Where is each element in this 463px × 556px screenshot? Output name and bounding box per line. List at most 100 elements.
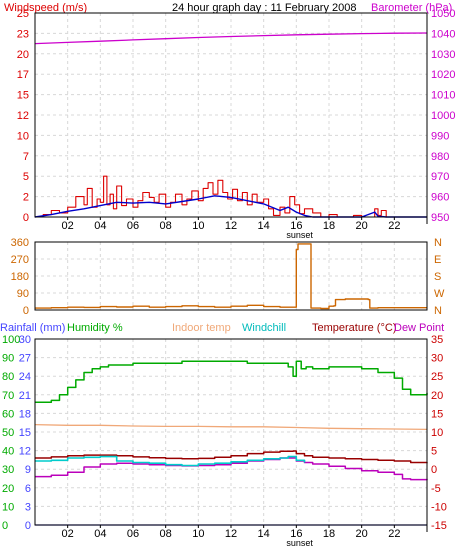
x-tick-label: 10 (192, 528, 204, 540)
barometer-tick-label: 1040 (431, 28, 455, 40)
windspeed-tick-label: 12 (17, 110, 29, 122)
graph-title: 24 hour graph day : 11 February 2008 (172, 2, 356, 14)
windspeed-tick-label: 5 (23, 171, 29, 183)
temperature-tick-label: 5 (431, 446, 437, 458)
panel-frame-2 (34, 241, 428, 311)
sunset-marker: sunset (286, 538, 313, 548)
humidity-tick-label: 70 (2, 390, 14, 402)
rainfall-tick-label: 12 (19, 446, 31, 458)
windspeed-tick-label: 15 (17, 90, 29, 102)
x-tick-label: 02 (62, 220, 74, 232)
humidity-tick-label: 80 (2, 371, 14, 383)
barometer-tick-label: 960 (431, 192, 449, 204)
x-tick-label: 22 (388, 220, 400, 232)
windspeed-tick-label: 25 (17, 8, 29, 20)
wind-direction-line (35, 243, 427, 310)
x-tick-label: 06 (127, 220, 139, 232)
windspeed-axis-title: Windspeed (m/s) (4, 2, 87, 14)
legend-indoor-temp: Indoor temp (172, 322, 231, 334)
rainfall-tick-label: 3 (25, 501, 31, 513)
x-tick-label: 12 (225, 220, 237, 232)
x-tick-label: 12 (225, 528, 237, 540)
barometer-axis-title: Barometer (hPa) (371, 2, 452, 14)
humidity-tick-label: 90 (2, 353, 14, 365)
windspeed-tick-label: 20 (17, 49, 29, 61)
temperature-tick-label: 25 (431, 371, 443, 383)
x-tick-label: 16 (290, 220, 302, 232)
temperature-tick-label: 10 (431, 427, 443, 439)
compass-label: W (434, 288, 445, 300)
rainfall-tick-label: 24 (19, 371, 31, 383)
windspeed-tick-label: 2 (23, 192, 29, 204)
x-tick-label: 10 (192, 220, 204, 232)
indoor-temp-line (34, 423, 428, 431)
direction-tick-label: 270 (11, 254, 29, 266)
legend-rainfall: Rainfall (mm) (0, 322, 65, 334)
direction-tick-label: 180 (11, 271, 29, 283)
humidity-tick-label: 60 (2, 408, 14, 420)
x-tick-label: 16 (290, 528, 302, 540)
windspeed-tick-label: 23 (17, 28, 29, 40)
temperature-tick-label: -15 (431, 520, 447, 532)
humidity-tick-label: 0 (2, 520, 8, 532)
legend-humidity: Humidity % (67, 322, 123, 334)
rainfall-tick-label: 21 (19, 390, 31, 402)
windspeed-tick-label: 0 (23, 212, 29, 224)
temperature-tick-label: -5 (431, 483, 441, 495)
sunset-marker: sunset (286, 230, 313, 240)
direction-tick-label: 360 (11, 237, 29, 249)
rainfall-tick-label: 6 (25, 483, 31, 495)
barometer-tick-label: 990 (431, 130, 449, 142)
x-tick-label: 18 (323, 220, 335, 232)
rainfall-tick-label: 27 (19, 353, 31, 365)
humidity-tick-label: 10 (2, 501, 14, 513)
humidity-tick-label: 30 (2, 464, 14, 476)
temperature-tick-label: 30 (431, 353, 443, 365)
direction-tick-label: 0 (23, 305, 29, 317)
legend-temperature: Temperature (°C) (312, 322, 396, 334)
panel-frame-1 (34, 12, 428, 218)
humidity-tick-label: 100 (2, 334, 20, 346)
legend-dew-point: Dew Point (394, 322, 444, 334)
humidity-tick-label: 40 (2, 446, 14, 458)
temperature-tick-label: -10 (431, 501, 447, 513)
barometer-line (34, 32, 428, 45)
rainfall-tick-label: 15 (19, 427, 31, 439)
x-tick-label: 08 (160, 220, 172, 232)
x-tick-label: 22 (388, 528, 400, 540)
direction-tick-label: 90 (17, 288, 29, 300)
barometer-tick-label: 1050 (431, 8, 455, 20)
x-tick-label: 20 (356, 528, 368, 540)
barometer-tick-label: 970 (431, 171, 449, 183)
x-tick-label: 14 (258, 220, 270, 232)
windspeed-tick-label: 7 (23, 151, 29, 163)
humidity-tick-label: 50 (2, 427, 14, 439)
barometer-tick-label: 1030 (431, 49, 455, 61)
temperature-tick-label: 35 (431, 334, 443, 346)
wind-average-line (34, 195, 427, 218)
x-tick-label: 04 (94, 528, 106, 540)
rainfall-tick-label: 30 (19, 334, 31, 346)
barometer-tick-label: 1000 (431, 110, 455, 122)
barometer-tick-label: 1010 (431, 90, 455, 102)
x-tick-label: 02 (62, 528, 74, 540)
compass-label: N (434, 237, 442, 249)
temperature-line (35, 450, 428, 464)
x-tick-label: 08 (160, 528, 172, 540)
barometer-tick-label: 980 (431, 151, 449, 163)
panel-frame-3 (34, 338, 428, 526)
windspeed-tick-label: 10 (17, 130, 29, 142)
legend-windchill: Windchill (242, 322, 286, 334)
x-tick-label: 14 (258, 528, 270, 540)
temperature-tick-label: 20 (431, 390, 443, 402)
rainfall-tick-label: 0 (25, 520, 31, 532)
compass-label: E (434, 254, 441, 266)
x-tick-label: 06 (127, 528, 139, 540)
x-tick-label: 18 (323, 528, 335, 540)
rainfall-tick-label: 9 (25, 464, 31, 476)
humidity-tick-label: 20 (2, 483, 14, 495)
compass-label: N (434, 305, 442, 317)
windchill-line (35, 455, 306, 467)
windspeed-tick-label: 17 (17, 69, 29, 81)
